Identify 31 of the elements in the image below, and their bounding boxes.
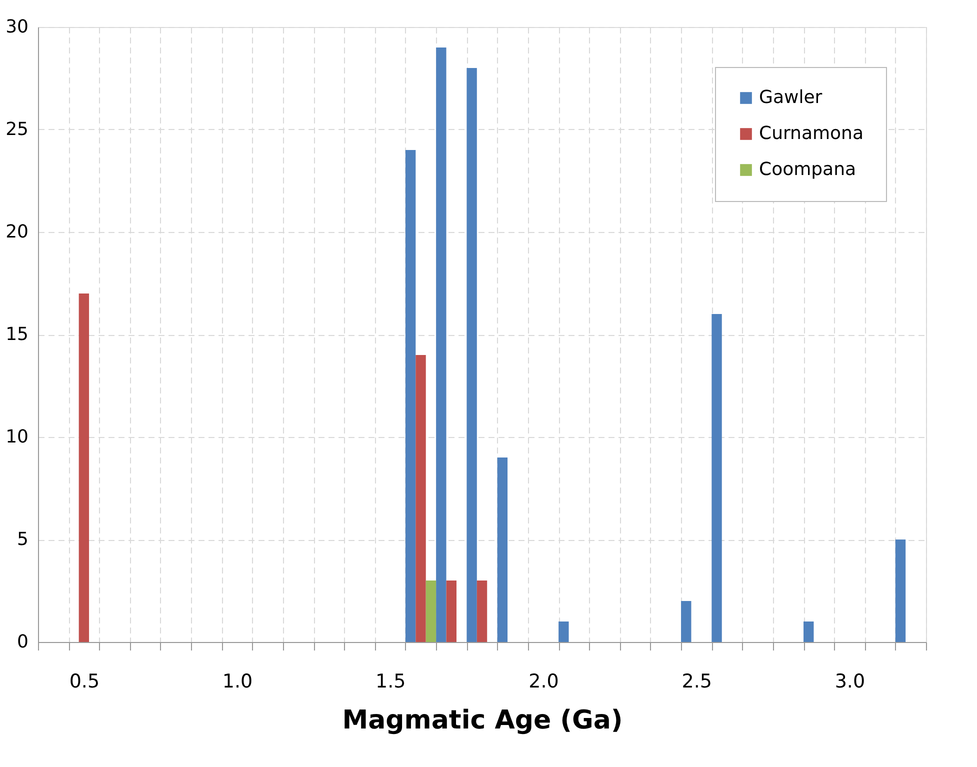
bar [681, 601, 692, 642]
y-tick-label: 0 [17, 632, 28, 652]
bar [426, 580, 436, 642]
bar [497, 458, 508, 642]
x-axis-title: Magmatic Age (Ga) [342, 706, 623, 736]
y-tick-label: 15 [6, 324, 28, 345]
bar [78, 294, 90, 642]
legend-label: Gawler [759, 87, 823, 108]
legend-label: Coompana [759, 159, 856, 180]
bar [446, 580, 456, 642]
y-tick-label: 10 [6, 426, 28, 448]
bar [712, 314, 722, 642]
bar [895, 540, 906, 642]
y-tick-label: 25 [6, 119, 28, 140]
x-tick-label: 1.5 [376, 670, 406, 692]
bar [416, 355, 426, 642]
y-tick-label: 20 [6, 222, 28, 242]
bar [466, 68, 477, 642]
bar [804, 622, 814, 642]
x-tick-label: 2.5 [682, 670, 712, 692]
bar [405, 150, 416, 642]
x-tick-label: 1.0 [222, 670, 253, 692]
x-tick-label: 3.0 [834, 670, 866, 692]
legend-label: Curnamona [759, 123, 864, 144]
x-tick-label: 2.0 [528, 670, 559, 692]
y-tick-label: 5 [17, 529, 28, 550]
bar [558, 622, 569, 642]
x-tick-label: 0.5 [69, 670, 100, 692]
y-tick-label: 30 [6, 16, 28, 38]
bar [436, 48, 446, 642]
bar [476, 580, 488, 642]
